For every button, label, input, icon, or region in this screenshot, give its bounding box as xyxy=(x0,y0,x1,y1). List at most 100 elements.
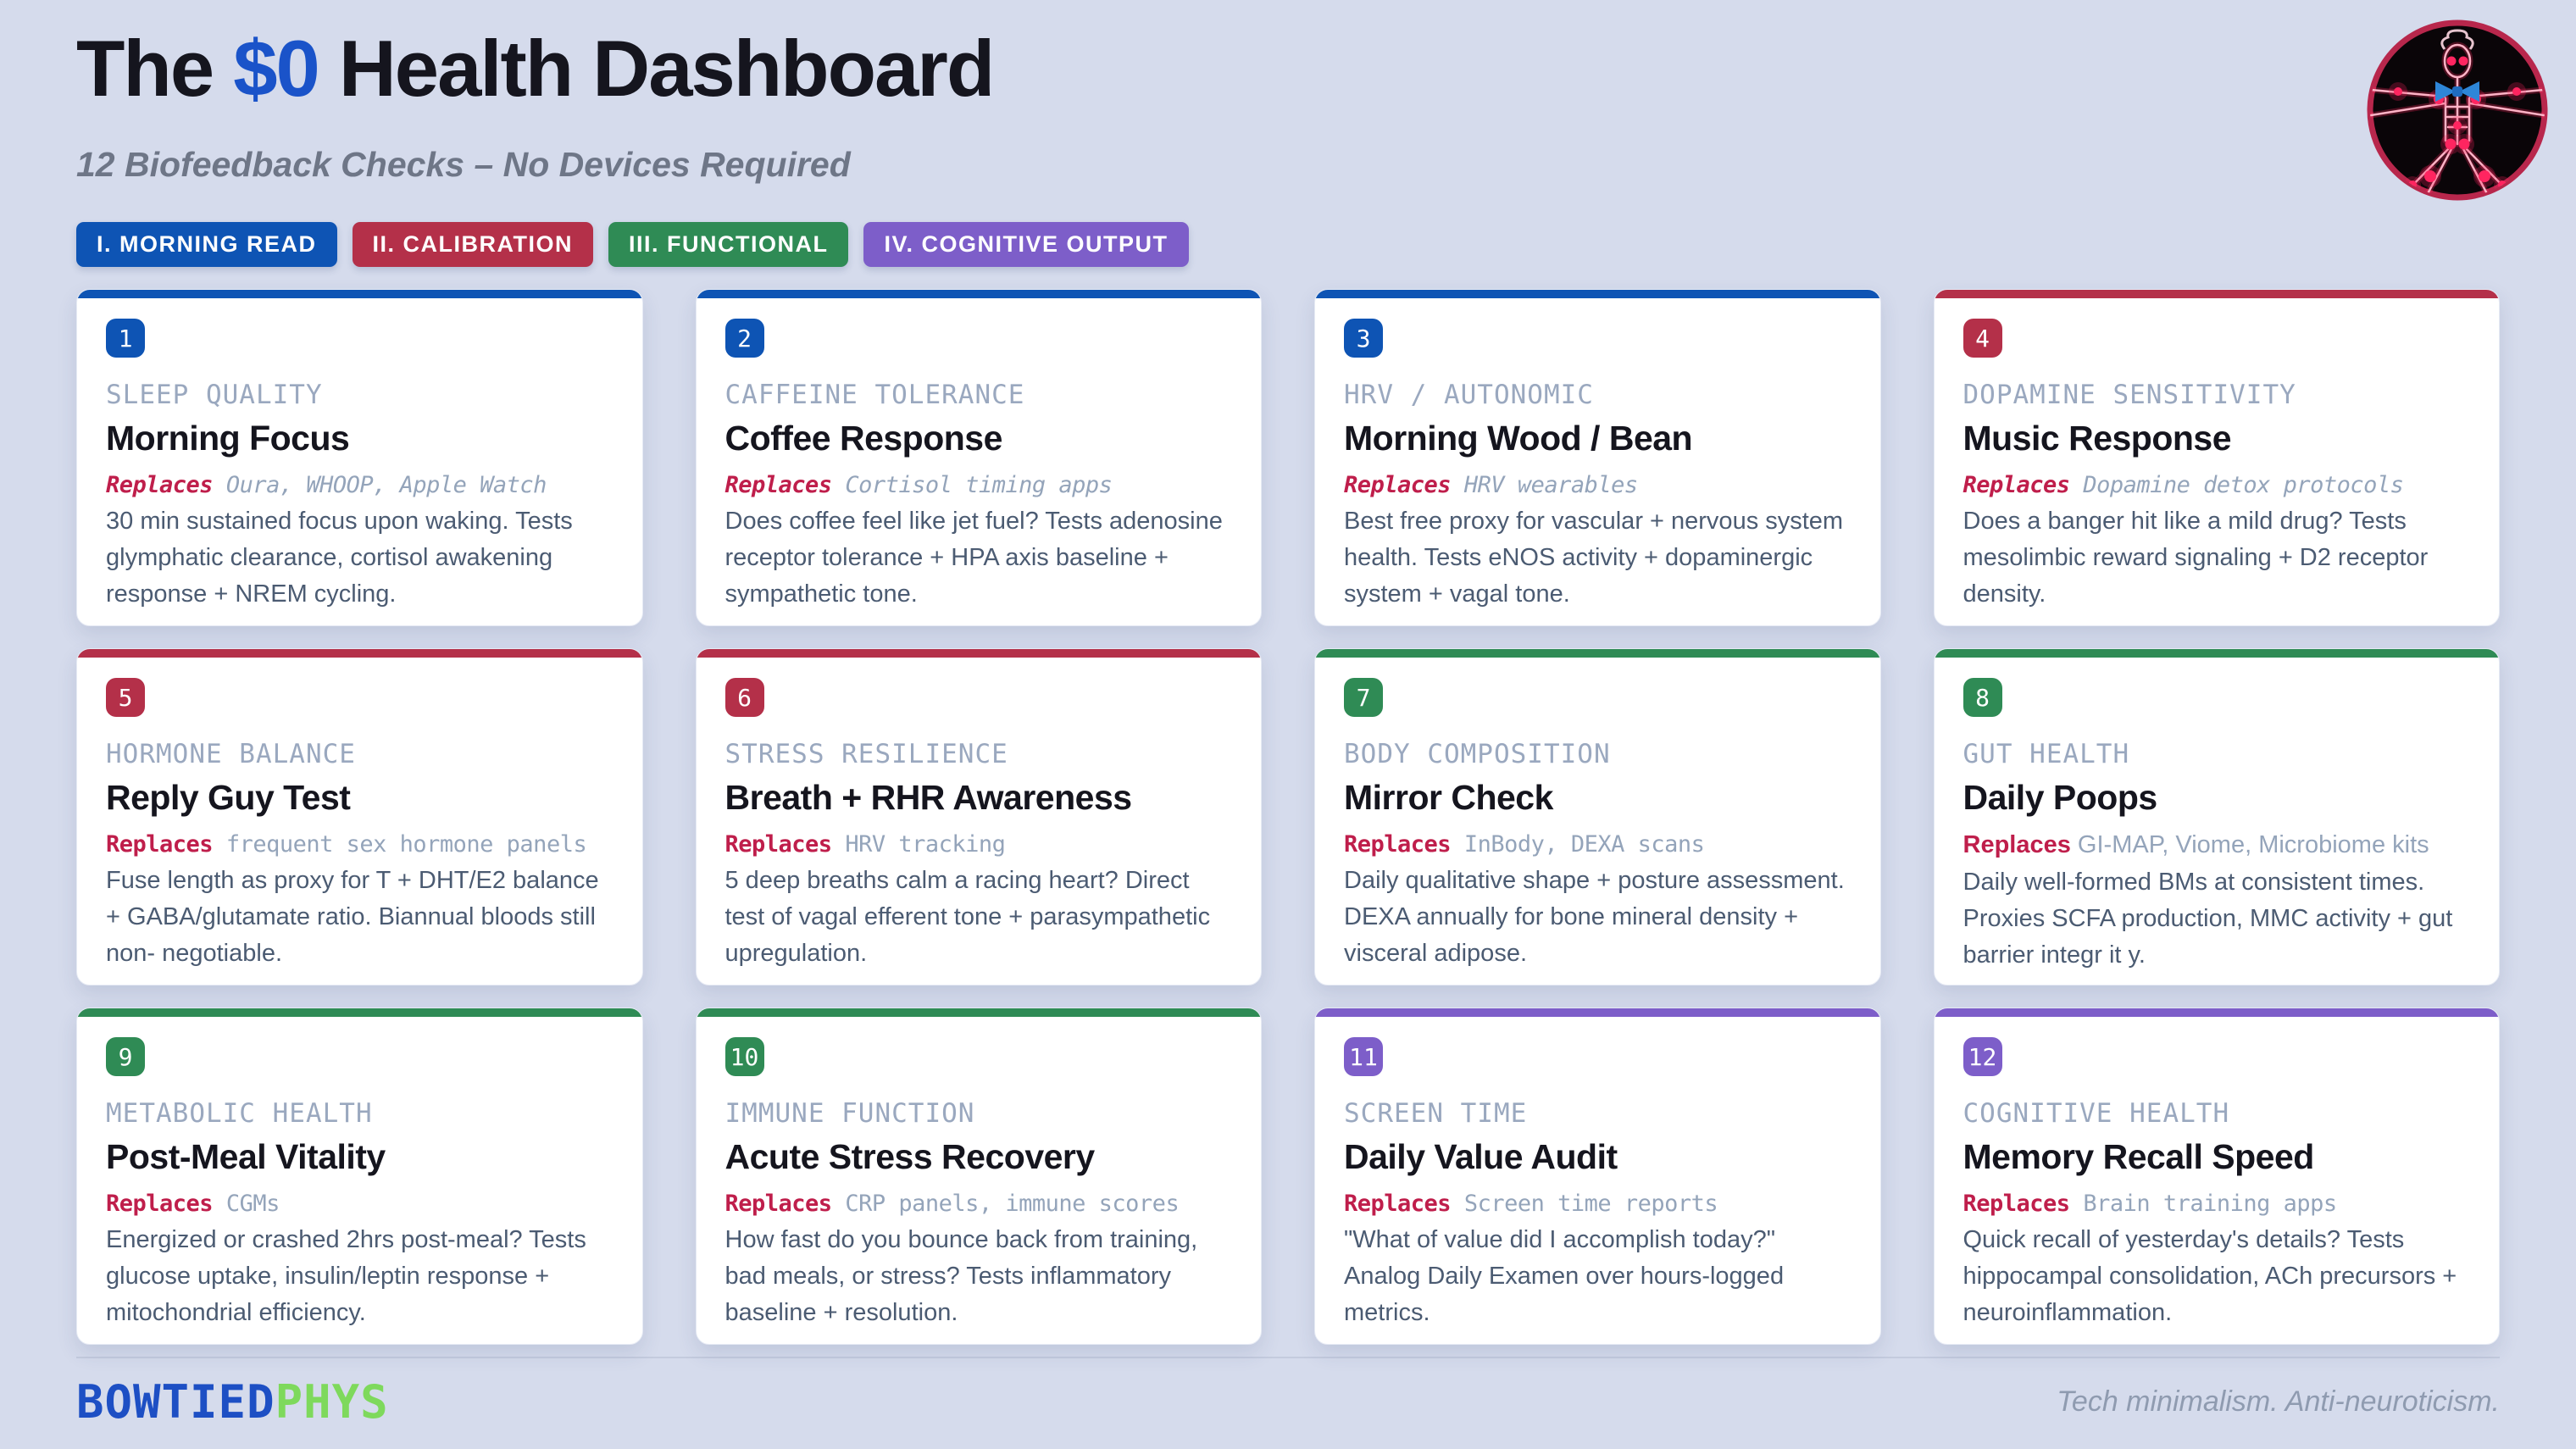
card-number-badge: 7 xyxy=(1344,678,1383,718)
card-accent-bar xyxy=(77,649,642,658)
card-replaces-line: Replaces GI-MAP, Viome, Microbiome kits xyxy=(1963,831,2471,859)
card-title: Memory Recall Speed xyxy=(1963,1137,2315,1177)
replaces-label: Replaces xyxy=(724,1191,833,1218)
legend-chip-cognitive-output[interactable]: IV. COGNITIVE OUTPUT xyxy=(863,222,1189,268)
card-category: GUT HEALTH xyxy=(1963,739,2130,770)
card-accent-bar xyxy=(1315,1008,1880,1018)
card-accent-bar xyxy=(696,649,1261,658)
vitruvian-anatomy-icon xyxy=(2367,19,2548,201)
replaces-label: Replaces xyxy=(106,472,214,499)
card-category: STRESS RESILIENCE xyxy=(724,739,1008,770)
card-11-daily-value-audit: 11 SCREEN TIME Daily Value Audit Replace… xyxy=(1314,1008,1881,1346)
replaces-label: Replaces xyxy=(724,472,833,499)
card-number-badge: 8 xyxy=(1963,678,2002,718)
card-description: Best free proxy for vascular + nervous s… xyxy=(1344,508,1844,608)
replaces-items: CRP panels, immune scores xyxy=(845,1191,1180,1218)
card-number-badge: 4 xyxy=(1963,319,2002,358)
card-accent-bar xyxy=(1934,290,2499,299)
footer: BOWTIEDPHYS Tech minimalism. Anti-neurot… xyxy=(76,1357,2500,1429)
card-number-badge: 3 xyxy=(1344,319,1383,358)
card-replaces-line: Replaces CRP panels, immune scores xyxy=(725,1191,1233,1217)
card-9-post-meal-vitality: 9 METABOLIC HEALTH Post-Meal Vitality Re… xyxy=(76,1008,643,1346)
card-description: 5 deep breaths calm a racing heart? Dire… xyxy=(724,867,1211,968)
card-category: HRV / AUTONOMIC xyxy=(1344,380,1594,411)
brand-part-bowtied: BOWTIED xyxy=(76,1375,275,1430)
footer-tagline: Tech minimalism. Anti-neuroticism. xyxy=(2057,1385,2500,1418)
card-6-breath-rhr-awareness: 6 STRESS RESILIENCE Breath + RHR Awarene… xyxy=(695,648,1262,986)
legend-chip-functional[interactable]: III. FUNCTIONAL xyxy=(608,222,849,268)
card-category: SLEEP QUALITY xyxy=(106,380,323,411)
card-number-badge: 2 xyxy=(724,319,764,358)
card-title: Daily Value Audit xyxy=(1344,1137,1618,1177)
card-title: Breath + RHR Awareness xyxy=(724,778,1133,818)
card-10-acute-stress-recovery: 10 IMMUNE FUNCTION Acute Stress Recovery… xyxy=(695,1008,1262,1346)
replaces-items: InBody, DEXA scans xyxy=(1463,831,1705,858)
card-category: DOPAMINE SENSITIVITY xyxy=(1963,380,2296,411)
card-accent-bar xyxy=(1934,1008,2499,1018)
replaces-items: GI-MAP, Viome, Microbiome kits xyxy=(2077,831,2429,859)
card-replaces-line: Replaces Oura, WHOOP, Apple Watch xyxy=(106,472,613,498)
card-category: HORMONE BALANCE xyxy=(106,739,356,770)
replaces-items: CGMs xyxy=(225,1191,280,1218)
replaces-items: frequent sex hormone panels xyxy=(225,831,587,858)
card-replaces-line: Replaces HRV tracking xyxy=(725,831,1233,858)
card-category: METABOLIC HEALTH xyxy=(106,1098,373,1130)
card-number-badge: 5 xyxy=(106,678,145,718)
title-suffix: Health Dashboard xyxy=(318,24,995,113)
card-accent-bar xyxy=(1934,649,2499,658)
card-3-morning-wood-bean: 3 HRV / AUTONOMIC Morning Wood / Bean Re… xyxy=(1314,289,1881,627)
card-accent-bar xyxy=(696,290,1261,299)
card-4-music-response: 4 DOPAMINE SENSITIVITY Music Response Re… xyxy=(1933,289,2500,627)
card-title: Coffee Response xyxy=(724,419,1003,458)
card-description: Daily qualitative shape + posture assess… xyxy=(1344,867,1845,968)
card-category: COGNITIVE HEALTH xyxy=(1963,1098,2230,1130)
replaces-label: Replaces xyxy=(1963,831,2071,859)
card-number-badge: 12 xyxy=(1963,1037,2002,1077)
replaces-label: Replaces xyxy=(1344,472,1452,499)
card-8-daily-poops: 8 GUT HEALTH Daily Poops Replaces GI-MAP… xyxy=(1933,648,2500,986)
card-description: Does coffee feel like jet fuel? Tests ad… xyxy=(724,508,1223,608)
card-description: Daily well-formed BMs at consistent time… xyxy=(1963,869,2453,969)
card-accent-bar xyxy=(1315,290,1880,299)
card-title: Mirror Check xyxy=(1344,778,1553,818)
card-replaces-line: Replaces InBody, DEXA scans xyxy=(1344,831,1852,858)
replaces-label: Replaces xyxy=(1344,1191,1452,1218)
page-subtitle: 12 Biofeedback Checks – No Devices Requi… xyxy=(76,145,851,185)
card-description: Energized or crashed 2hrs post-meal? Tes… xyxy=(106,1226,586,1327)
bowtie-icon xyxy=(2435,81,2479,102)
card-replaces-line: Replaces Brain training apps xyxy=(1963,1191,2471,1217)
card-title: Post-Meal Vitality xyxy=(106,1137,386,1177)
card-title: Acute Stress Recovery xyxy=(724,1137,1096,1177)
card-replaces-line: Replaces frequent sex hormone panels xyxy=(106,831,613,858)
brand-part-phys: PHYS xyxy=(275,1375,389,1430)
card-description: How fast do you bounce back from trainin… xyxy=(724,1226,1198,1327)
card-number-badge: 6 xyxy=(724,678,764,718)
replaces-items: HRV wearables xyxy=(1463,472,1638,499)
card-description: 30 min sustained focus upon waking. Test… xyxy=(106,508,573,608)
replaces-items: Oura, WHOOP, Apple Watch xyxy=(225,472,547,499)
card-description: "What of value did I accomplish today?" … xyxy=(1344,1226,1785,1327)
replaces-label: Replaces xyxy=(106,1191,214,1218)
card-number-badge: 11 xyxy=(1344,1037,1383,1077)
card-description: Fuse length as proxy for T + DHT/E2 bala… xyxy=(106,867,599,968)
card-category: IMMUNE FUNCTION xyxy=(724,1098,975,1130)
card-title: Morning Wood / Bean xyxy=(1344,419,1693,458)
card-category: SCREEN TIME xyxy=(1344,1098,1528,1130)
card-number-badge: 10 xyxy=(724,1037,764,1077)
legend-chip-calibration[interactable]: II. CALIBRATION xyxy=(352,222,593,268)
card-description: Does a banger hit like a mild drug? Test… xyxy=(1963,508,2429,608)
card-title: Morning Focus xyxy=(106,419,350,458)
card-5-reply-guy-test: 5 HORMONE BALANCE Reply Guy Test Replace… xyxy=(76,648,643,986)
card-category: BODY COMPOSITION xyxy=(1344,739,1611,770)
replaces-label: Replaces xyxy=(106,831,214,858)
card-accent-bar xyxy=(696,1008,1261,1018)
card-accent-bar xyxy=(1315,649,1880,658)
replaces-items: Cortisol timing apps xyxy=(845,472,1113,499)
replaces-label: Replaces xyxy=(1963,1191,2071,1218)
card-replaces-line: Replaces CGMs xyxy=(106,1191,613,1217)
legend-chip-morning-read[interactable]: I. MORNING READ xyxy=(76,222,337,268)
card-1-morning-focus: 1 SLEEP QUALITY Morning Focus Replaces O… xyxy=(76,289,643,627)
card-replaces-line: Replaces Cortisol timing apps xyxy=(725,472,1233,498)
card-replaces-line: Replaces Dopamine detox protocols xyxy=(1963,472,2471,498)
